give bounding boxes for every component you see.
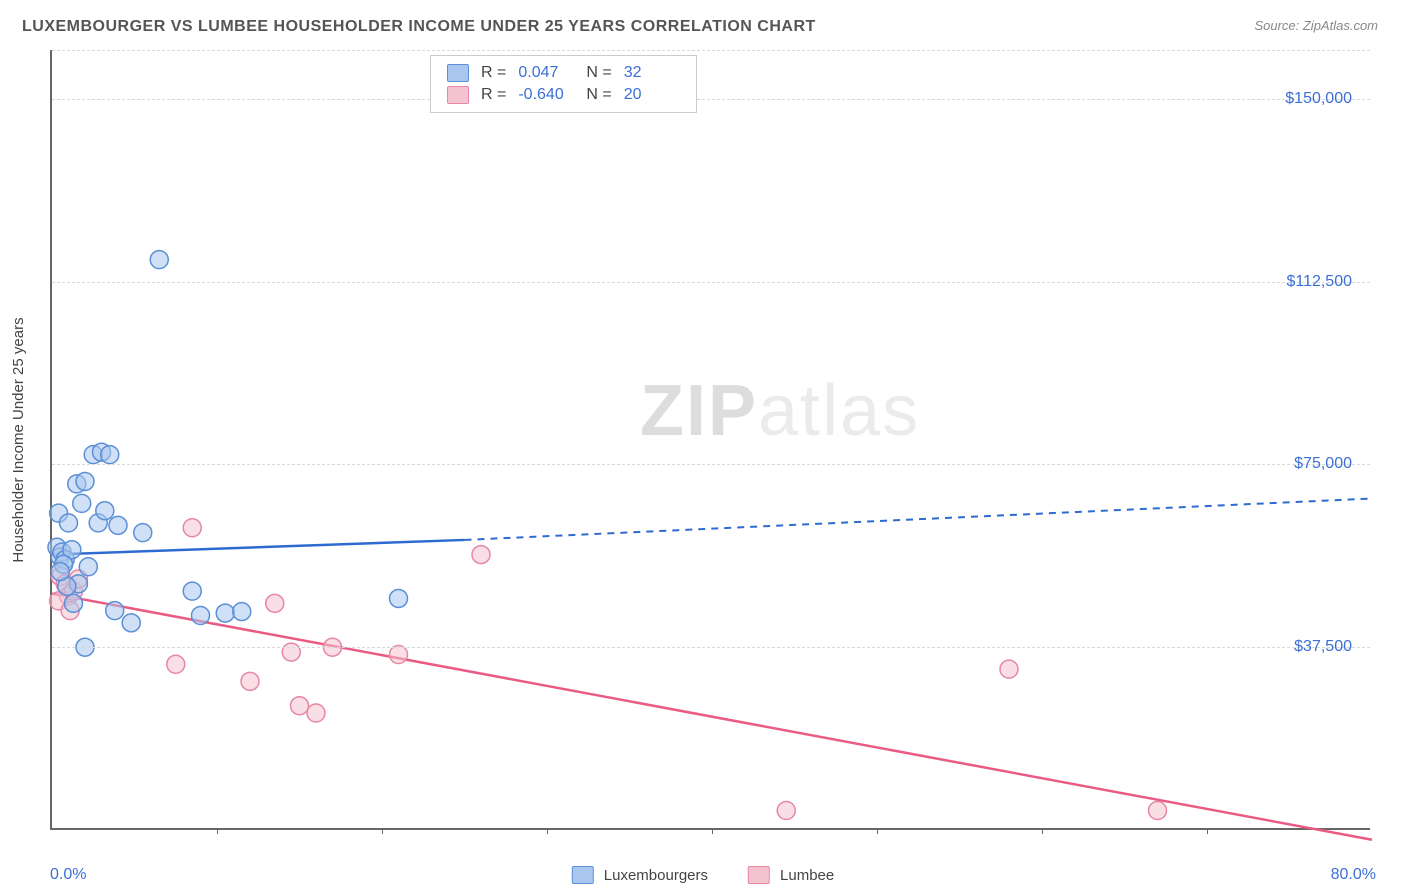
legend-label-series1: Luxembourgers xyxy=(604,867,708,884)
chart-title: LUXEMBOURGER VS LUMBEE HOUSEHOLDER INCOM… xyxy=(22,18,816,36)
legend-item-series1: Luxembourgers xyxy=(572,866,708,884)
stat-n-value-2: 20 xyxy=(624,86,680,104)
source-attribution: Source: ZipAtlas.com xyxy=(1254,18,1378,33)
gridline xyxy=(52,50,1370,51)
stat-row-series1: R = 0.047 N = 32 xyxy=(447,62,680,84)
x-tick xyxy=(547,828,548,834)
gridline xyxy=(52,647,1370,648)
series-legend: Luxembourgers Lumbee xyxy=(572,866,834,884)
correlation-stats-legend: R = 0.047 N = 32 R = -0.640 N = 20 xyxy=(430,55,697,113)
swatch-series2 xyxy=(447,86,469,104)
legend-swatch-series2 xyxy=(748,866,770,884)
gridline xyxy=(52,464,1370,465)
stat-r-value-1: 0.047 xyxy=(518,64,574,82)
stat-label-n: N = xyxy=(586,86,611,104)
gridline xyxy=(52,99,1370,100)
stat-n-value-1: 32 xyxy=(624,64,680,82)
x-tick xyxy=(712,828,713,834)
y-tick-label: $75,000 xyxy=(1294,455,1352,473)
y-tick-label: $37,500 xyxy=(1294,638,1352,656)
legend-swatch-series1 xyxy=(572,866,594,884)
x-tick xyxy=(1207,828,1208,834)
y-tick-label: $150,000 xyxy=(1285,90,1352,108)
x-tick xyxy=(877,828,878,834)
x-tick xyxy=(1042,828,1043,834)
correlation-chart: LUXEMBOURGER VS LUMBEE HOUSEHOLDER INCOM… xyxy=(0,0,1406,892)
stat-label-r: R = xyxy=(481,86,506,104)
swatch-series1 xyxy=(447,64,469,82)
stat-row-series2: R = -0.640 N = 20 xyxy=(447,84,680,106)
gridline xyxy=(52,282,1370,283)
y-tick-label: $112,500 xyxy=(1286,273,1352,291)
legend-label-series2: Lumbee xyxy=(780,867,834,884)
x-tick xyxy=(382,828,383,834)
legend-item-series2: Lumbee xyxy=(748,866,834,884)
plot-svg xyxy=(52,50,1370,828)
stat-r-value-2: -0.640 xyxy=(518,86,574,104)
x-tick xyxy=(217,828,218,834)
x-axis-min-label: 0.0% xyxy=(50,866,86,884)
y-axis-label: Householder Income Under 25 years xyxy=(10,317,27,562)
stat-label-n: N = xyxy=(586,64,611,82)
stat-label-r: R = xyxy=(481,64,506,82)
plot-area: $37,500 $75,000 $112,500 $150,000 xyxy=(50,50,1370,830)
x-axis-max-label: 80.0% xyxy=(1331,866,1376,884)
